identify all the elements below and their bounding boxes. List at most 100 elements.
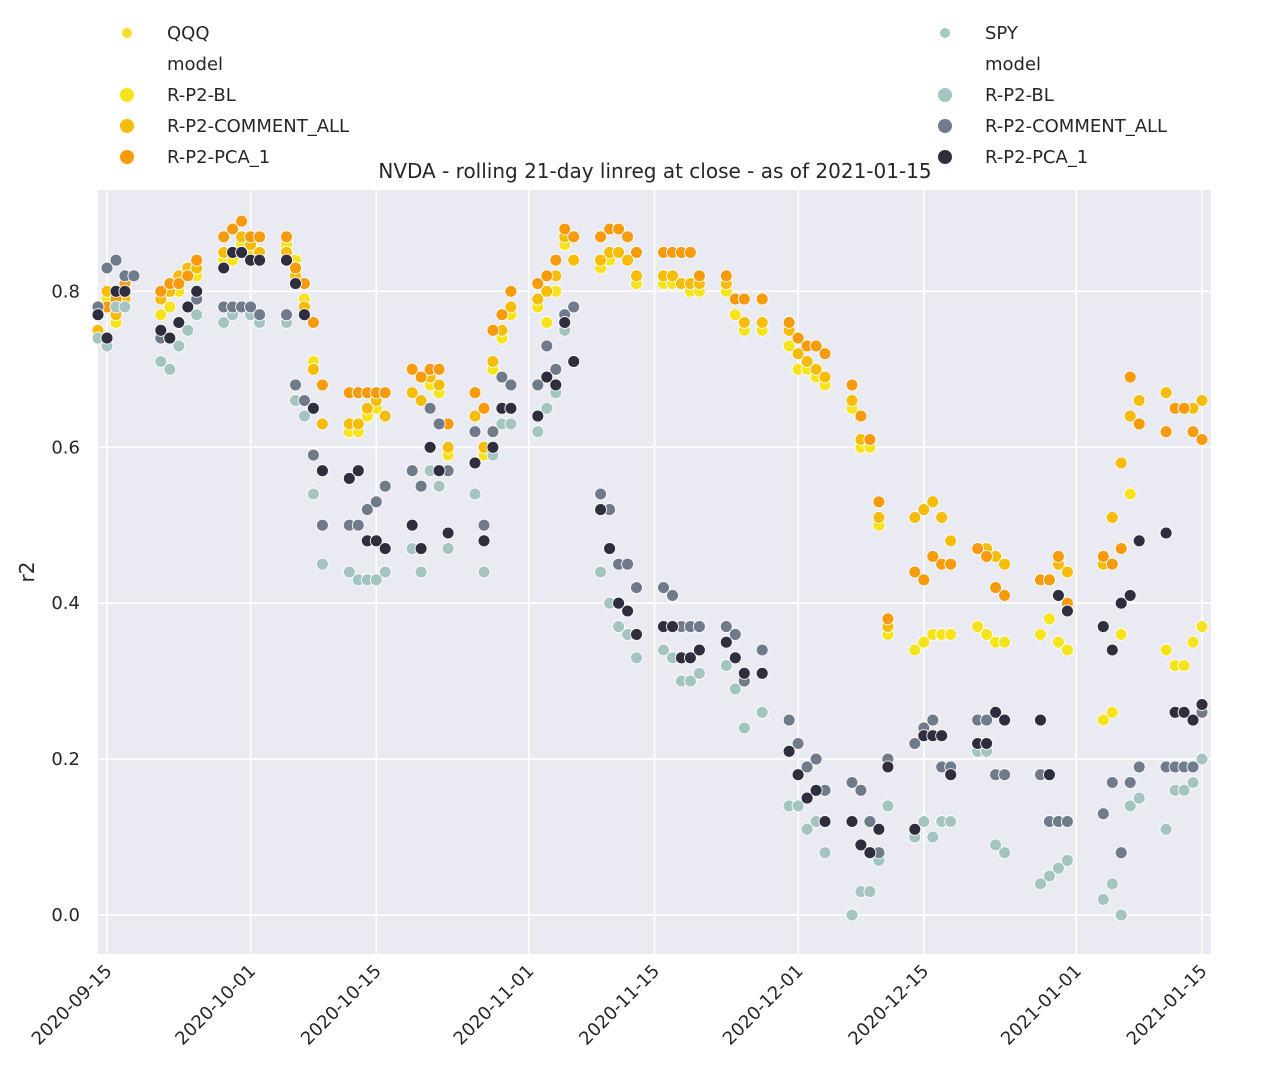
legend-right-subheader: model — [985, 54, 1041, 75]
legend-right-label-pca-1: R-P2-PCA_1 — [985, 147, 1088, 168]
y-tick-label: 0.0 — [51, 905, 80, 926]
data-point — [414, 370, 428, 384]
data-point — [800, 822, 814, 836]
data-point — [692, 620, 706, 634]
data-point — [1195, 433, 1209, 446]
data-point — [306, 362, 320, 376]
data-point — [127, 269, 141, 283]
data-point — [1042, 573, 1056, 587]
data-point — [181, 323, 195, 337]
data-point — [998, 846, 1012, 860]
data-point — [181, 300, 195, 314]
data-point — [1060, 815, 1074, 828]
legend-left: QQQ model R-P2-BL R-P2-COMMENT_ALL R-P2-… — [120, 23, 349, 168]
data-point — [1114, 627, 1128, 641]
data-point — [791, 737, 805, 750]
y-tick-label: 0.2 — [51, 749, 80, 770]
data-point — [1096, 713, 1110, 727]
data-point — [1096, 549, 1110, 563]
data-point — [791, 331, 805, 345]
data-point — [414, 542, 428, 556]
data-point — [594, 230, 608, 244]
data-point — [1123, 588, 1137, 602]
data-point — [1105, 557, 1119, 571]
data-point — [782, 316, 796, 329]
data-point — [477, 518, 491, 532]
data-point — [154, 284, 168, 298]
x-tick-label: 2020-12-15 — [844, 961, 933, 1050]
data-point — [504, 284, 518, 298]
data-point — [1060, 643, 1074, 657]
data-point — [1034, 877, 1047, 891]
data-point — [432, 464, 446, 478]
data-point — [1132, 534, 1146, 548]
data-point — [908, 822, 922, 836]
data-point — [791, 768, 805, 782]
data-point — [872, 495, 886, 509]
data-point — [612, 620, 626, 634]
data-point — [863, 885, 877, 899]
data-point — [109, 253, 123, 267]
data-point — [253, 308, 267, 322]
data-point — [944, 627, 958, 641]
data-point — [809, 339, 823, 353]
data-point — [818, 370, 832, 384]
data-point — [567, 355, 581, 368]
data-point — [1042, 869, 1056, 883]
data-point — [567, 253, 581, 267]
data-point — [486, 425, 500, 439]
data-point — [360, 503, 374, 517]
data-point — [190, 284, 204, 298]
data-point — [306, 448, 320, 462]
data-point — [432, 417, 446, 431]
data-point — [612, 222, 626, 236]
data-point — [737, 292, 751, 306]
data-point — [342, 565, 356, 579]
data-point — [1123, 370, 1137, 384]
data-point — [594, 487, 608, 501]
data-point — [809, 752, 823, 766]
data-point — [369, 534, 383, 548]
data-point — [405, 386, 419, 400]
data-point — [486, 440, 500, 454]
data-point — [800, 791, 814, 805]
data-point — [190, 308, 204, 322]
data-point — [755, 292, 769, 306]
data-point — [504, 378, 518, 392]
y-axis-label: r2 — [15, 562, 39, 583]
data-point — [289, 378, 302, 392]
data-point — [1159, 386, 1173, 400]
data-point — [980, 737, 994, 750]
data-point — [154, 323, 168, 337]
data-point — [441, 526, 455, 540]
legend-right-marker-pca-1 — [938, 150, 952, 164]
data-point — [791, 347, 805, 361]
data-point — [854, 838, 868, 852]
data-point — [1132, 417, 1146, 431]
data-point — [468, 487, 482, 501]
data-point — [908, 643, 922, 657]
legend-left-marker-bl — [120, 88, 134, 102]
data-point — [845, 815, 859, 828]
data-point — [612, 245, 626, 259]
data-point — [342, 471, 356, 485]
data-point — [683, 245, 697, 259]
legend-left-header-marker — [122, 28, 132, 38]
data-point — [1060, 604, 1074, 618]
data-point — [504, 300, 518, 314]
data-point — [926, 713, 940, 727]
data-point — [378, 386, 392, 400]
data-point — [728, 682, 742, 696]
legend-left-subheader: model — [167, 54, 223, 75]
data-point — [226, 222, 240, 236]
data-point — [1159, 822, 1173, 836]
data-point — [549, 362, 563, 376]
data-point — [594, 565, 608, 579]
data-point — [854, 783, 868, 797]
data-point — [917, 503, 931, 517]
data-point — [531, 277, 545, 291]
x-tick-label: 2020-11-15 — [575, 961, 664, 1050]
legend-right: SPY model R-P2-BL R-P2-COMMENT_ALL R-P2-… — [938, 23, 1167, 168]
data-point — [926, 549, 940, 563]
data-point — [1186, 425, 1200, 439]
